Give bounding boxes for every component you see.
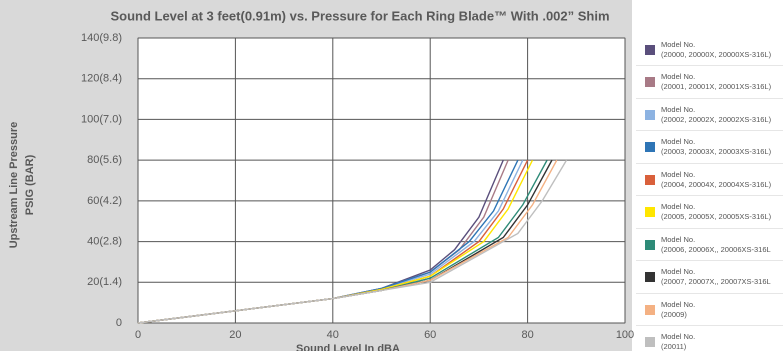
legend-label: Model No. (20003, 20003X, 20003XS-316L)	[661, 137, 772, 156]
legend-item: Model No. (20006, 20006X,, 20006XS-316L	[636, 229, 783, 261]
x-tick-label: 60	[424, 329, 436, 341]
legend-item: Model No. (20004, 20004X, 20004XS-316L)	[636, 164, 783, 196]
legend-label: Model No. (20001, 20001X, 20001XS-316L)	[661, 72, 772, 91]
legend-swatch	[645, 207, 655, 217]
legend-item: Model No. (20005, 20005X, 20005XS-316L)	[636, 196, 783, 229]
y-tick-label: 0	[116, 317, 122, 329]
legend-swatch	[645, 337, 655, 347]
plot-area	[137, 37, 626, 324]
x-tick-label: 20	[229, 329, 241, 341]
legend-swatch	[645, 174, 655, 185]
legend-label: Model No. (20000, 20000X, 20000XS-316L)	[661, 39, 772, 59]
legend-item: Model No. (20009)	[636, 294, 783, 326]
legend-swatch	[645, 239, 655, 250]
legend-item: Model No. (20003, 20003X, 20003XS-316L)	[636, 131, 783, 164]
legend-item: Model No. (20011)	[636, 326, 783, 351]
x-tick-label: 40	[327, 329, 339, 341]
y-axis-label: PSIG (BAR)	[24, 154, 36, 215]
x-tick-label: 80	[521, 329, 533, 341]
y-tick-label: 140(9.8)	[81, 32, 122, 44]
data-line	[137, 159, 568, 324]
legend-label: Model No. (20004, 20004X, 20004XS-316L)	[661, 169, 772, 189]
legend-item: Model No. (20001, 20001X, 20001XS-316L)	[636, 66, 783, 99]
y-tick-label: 40(2.8)	[87, 235, 122, 247]
legend-swatch	[645, 272, 655, 282]
legend-label: Model No. (20011)	[661, 332, 696, 351]
y-tick-label: 120(8.4)	[81, 73, 122, 85]
legend-label: Model No. (20005, 20005X, 20005XS-316L)	[661, 202, 772, 221]
legend-swatch	[645, 77, 655, 87]
x-tick-label: 100	[616, 329, 634, 341]
y-tick-label: 60(4.2)	[87, 195, 122, 207]
legend-swatch	[645, 44, 655, 55]
legend: Model No. (20000, 20000X, 20000XS-316L) M…	[636, 34, 783, 351]
legend-item: Model No. (20007, 20007X,, 20007XS-316L	[636, 261, 783, 294]
legend-label: Model No. (20007, 20007X,, 20007XS-316L	[661, 267, 771, 286]
legend-label: Model No. (20002, 20002X, 20002XS-316L)	[661, 104, 772, 124]
legend-item: Model No. (20002, 20002X, 20002XS-316L)	[636, 99, 783, 131]
legend-swatch	[645, 109, 655, 120]
legend-label: Model No. (20006, 20006X,, 20006XS-316L	[661, 234, 771, 254]
legend-item: Model No. (20000, 20000X, 20000XS-316L)	[636, 34, 783, 66]
chart-title: Sound Level at 3 feet(0.91m) vs. Pressur…	[110, 8, 609, 23]
legend-swatch	[645, 304, 655, 315]
y-tick-label: 100(7.0)	[81, 113, 122, 125]
y-tick-label: 20(1.4)	[87, 276, 122, 288]
x-tick-label: 0	[135, 329, 141, 341]
y-axis-label: Upstream Line Pressure	[8, 122, 20, 249]
legend-swatch	[645, 142, 655, 152]
y-tick-label: 80(5.6)	[87, 154, 122, 166]
x-axis-label: Sound Level In dBA	[296, 343, 400, 351]
legend-label: Model No. (20009)	[661, 299, 696, 319]
